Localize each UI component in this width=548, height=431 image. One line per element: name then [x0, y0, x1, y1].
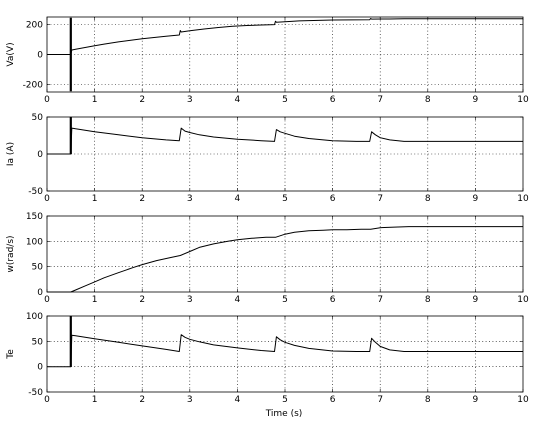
x-tick-label: 7	[377, 194, 383, 204]
y-tick-label: 200	[26, 21, 43, 31]
x-tick-label: 2	[139, 194, 145, 204]
x-tick-label: 6	[330, 194, 336, 204]
x-tick-label: 7	[377, 395, 383, 405]
x-tick-label: 0	[44, 95, 50, 105]
x-tick-label: 4	[235, 194, 241, 204]
x-tick-label: 4	[235, 95, 241, 105]
y-tick-label: 0	[37, 288, 43, 298]
x-tick-label: 10	[517, 95, 529, 105]
y-tick-label: -200	[23, 81, 44, 91]
y-tick-label: 50	[32, 337, 44, 347]
x-tick-label: 6	[330, 95, 336, 105]
x-tick-label: 0	[44, 295, 50, 305]
x-tick-label: 8	[425, 95, 431, 105]
y-axis-label: w(rad/s)	[6, 235, 16, 272]
x-tick-label: 6	[330, 295, 336, 305]
x-tick-label: 2	[139, 95, 145, 105]
x-tick-label: 4	[235, 295, 241, 305]
x-tick-label: 2	[139, 295, 145, 305]
y-tick-label: 0	[37, 363, 43, 373]
y-tick-label: 150	[26, 212, 43, 222]
y-tick-label: 100	[26, 237, 43, 247]
x-tick-label: 1	[92, 295, 98, 305]
x-tick-label: 5	[282, 295, 288, 305]
y-axis-label: Va(V)	[6, 42, 16, 66]
x-tick-label: 5	[282, 395, 288, 405]
x-tick-label: 9	[473, 295, 479, 305]
x-tick-label: 1	[92, 395, 98, 405]
x-tick-label: 8	[425, 395, 431, 405]
x-tick-label: 3	[187, 295, 193, 305]
y-tick-label: -50	[28, 187, 43, 197]
y-tick-label: 100	[26, 312, 43, 322]
x-tick-label: 3	[187, 95, 193, 105]
y-tick-label: 50	[32, 263, 44, 273]
x-tick-label: 7	[377, 95, 383, 105]
x-tick-label: 8	[425, 295, 431, 305]
x-tick-label: 9	[473, 194, 479, 204]
x-tick-label: 1	[92, 194, 98, 204]
x-tick-label: 1	[92, 95, 98, 105]
x-tick-label: 9	[473, 395, 479, 405]
x-tick-label: 7	[377, 295, 383, 305]
x-tick-label: 0	[44, 194, 50, 204]
x-tick-label: 5	[282, 95, 288, 105]
y-tick-label: -50	[28, 388, 43, 398]
x-tick-label: 9	[473, 95, 479, 105]
x-tick-label: 0	[44, 395, 50, 405]
x-tick-label: 8	[425, 194, 431, 204]
y-tick-label: 0	[37, 51, 43, 61]
xlabel-time: Time (s)	[265, 409, 303, 419]
y-tick-label: 50	[32, 113, 44, 123]
y-tick-label: 0	[37, 150, 43, 160]
y-axis-label: Te	[6, 349, 16, 360]
y-axis-label: Ia (A)	[6, 142, 16, 166]
x-tick-label: 10	[517, 395, 529, 405]
x-tick-label: 3	[187, 194, 193, 204]
x-tick-label: 4	[235, 395, 241, 405]
x-tick-label: 3	[187, 395, 193, 405]
x-tick-label: 10	[517, 295, 529, 305]
x-tick-label: 10	[517, 194, 529, 204]
x-tick-label: 6	[330, 395, 336, 405]
x-tick-label: 5	[282, 194, 288, 204]
x-tick-label: 2	[139, 395, 145, 405]
